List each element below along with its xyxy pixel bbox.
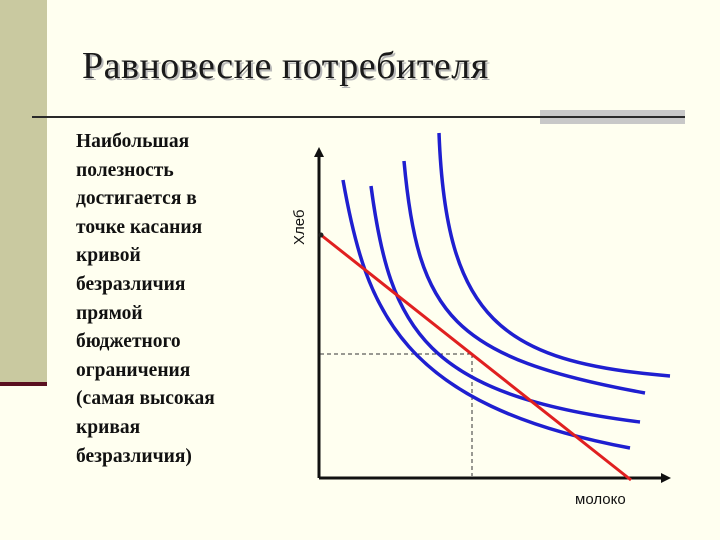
slide-title: Равновесие потребителя bbox=[82, 45, 489, 87]
explanation-text: Наибольшая полезность достигается в точк… bbox=[76, 128, 276, 471]
budget-line-endpoint bbox=[318, 232, 324, 238]
text-line: (самая высокая bbox=[76, 388, 215, 410]
text-line: кривая bbox=[76, 416, 141, 438]
text-line: кривой bbox=[76, 245, 141, 267]
title-underline-block-line bbox=[540, 116, 685, 118]
budget-line bbox=[320, 233, 632, 482]
x-axis-label: молоко bbox=[575, 491, 626, 508]
indifference-curve-1 bbox=[341, 179, 631, 450]
text-line: безразличия) bbox=[76, 445, 192, 467]
text-line: Наибольшая bbox=[76, 131, 190, 152]
text-line: достигается в bbox=[76, 188, 197, 210]
y-axis-label: Хлеб bbox=[291, 209, 308, 245]
text-line: безразличия bbox=[76, 273, 186, 295]
text-line: бюджетного bbox=[76, 331, 181, 353]
text-line: точке касания bbox=[76, 216, 203, 238]
text-line: полезность bbox=[76, 159, 174, 181]
left-decor-accent bbox=[0, 382, 47, 386]
indifference-curve-2 bbox=[369, 185, 641, 424]
left-decor-band bbox=[0, 0, 47, 382]
indifference-curve-tangent bbox=[402, 160, 646, 395]
indifference-curve-highest bbox=[437, 132, 671, 378]
text-line: ограничения bbox=[76, 359, 191, 381]
title-underline bbox=[32, 116, 540, 118]
text-line: прямой bbox=[76, 302, 143, 324]
